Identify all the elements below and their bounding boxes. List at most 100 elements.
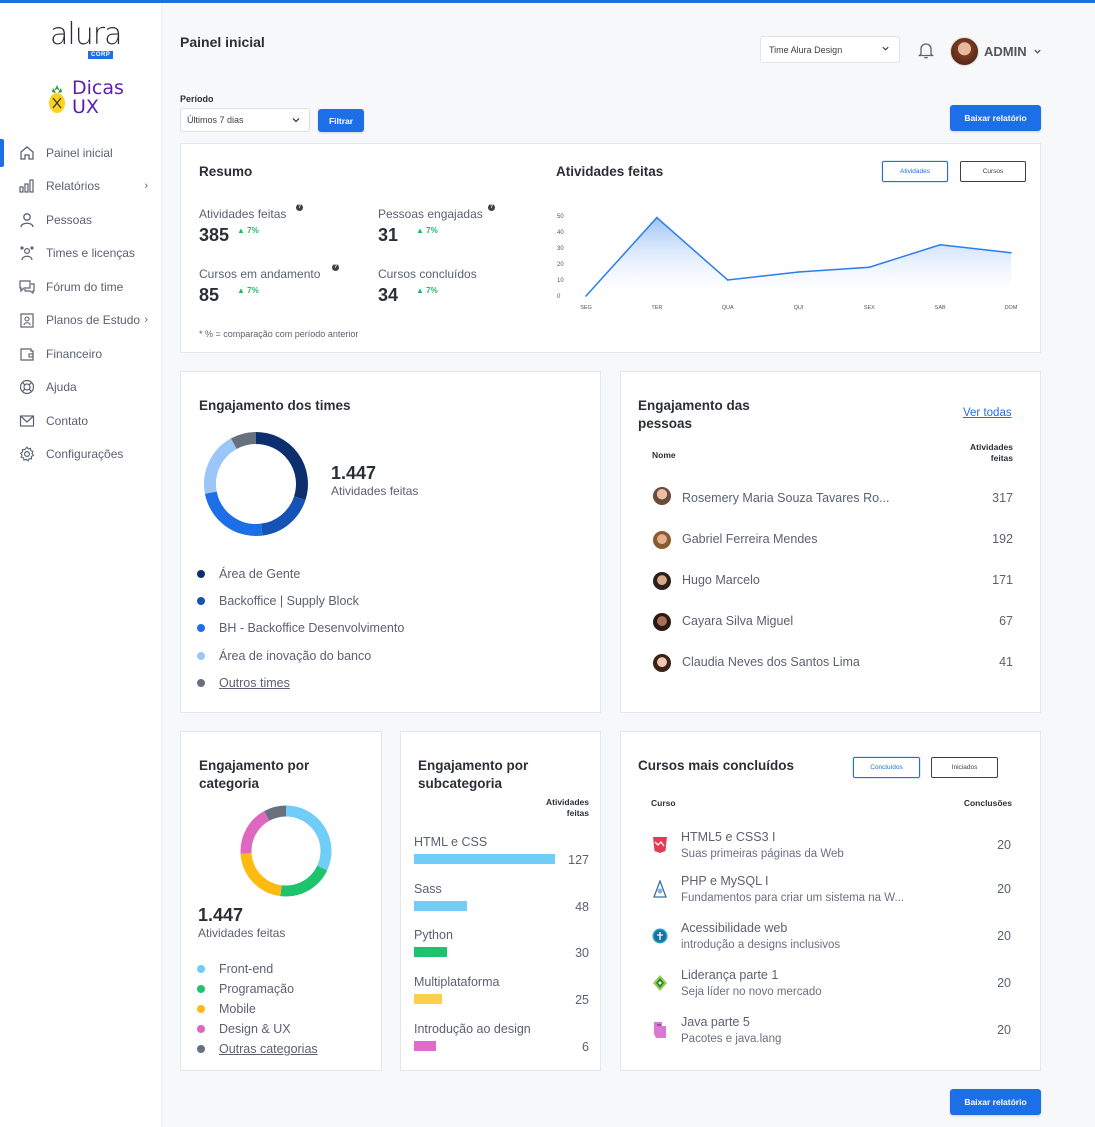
view-all-link[interactable]: Ver todas <box>963 407 1012 419</box>
home-icon <box>18 144 35 161</box>
sidebar-item-configuracoes[interactable]: Configurações <box>0 438 162 472</box>
course-title[interactable]: HTML5 e CSS3 I <box>681 830 776 844</box>
course-title[interactable]: PHP e MySQL I <box>681 874 769 888</box>
data-point <box>939 244 941 246</box>
legend-label: Programação <box>219 982 295 996</box>
course-title[interactable]: Liderança parte 1 <box>681 968 779 982</box>
sidebar-item-painel-inicial[interactable]: Painel inicial <box>0 136 162 170</box>
course-title[interactable]: Acessibilidade web <box>681 921 788 935</box>
bar-value: 48 <box>575 900 589 914</box>
legend-dot <box>197 985 205 993</box>
bar <box>414 901 468 911</box>
y-tick-label: 0 <box>557 294 561 300</box>
sidebar-item-label: Financeiro <box>46 346 103 361</box>
html-css-course-icon <box>653 837 667 853</box>
course-value: 20 <box>997 1023 1011 1037</box>
sidebar: alura CORP Dicas UX Painel inicial Relat… <box>0 3 162 1127</box>
toggle-completed[interactable]: Concluídos <box>853 757 920 778</box>
legend-dot <box>197 965 205 973</box>
person-name[interactable]: Cayara Silva Miguel <box>682 614 794 628</box>
donut-slice <box>255 432 308 501</box>
sidebar-nav: Painel inicial Relatórios › Pessoas Time… <box>0 136 162 471</box>
teams-total: 1.447 <box>331 463 377 483</box>
bell-icon[interactable] <box>918 41 934 59</box>
legend-item-link[interactable]: Outros times <box>197 676 290 690</box>
toggle-courses[interactable]: Cursos <box>960 161 1026 182</box>
legend-dot <box>197 624 205 632</box>
legend-item-link[interactable]: Outras categorias <box>197 1042 318 1056</box>
help-icon[interactable]: ? <box>488 204 495 211</box>
sidebar-item-label: Pessoas <box>46 212 93 227</box>
legend-item: Mobile <box>197 1002 256 1016</box>
sidebar-item-contato[interactable]: Contato <box>0 404 162 438</box>
download-report-bottom-button[interactable]: Baixar relatório <box>950 1089 1041 1115</box>
bar-value: 30 <box>575 946 589 960</box>
donut-slice <box>204 438 237 494</box>
donut-slice <box>280 865 328 897</box>
person-name[interactable]: Claudia Neves dos Santos Lima <box>682 655 860 669</box>
person-name[interactable]: Rosemery Maria Souza Tavares Ro... <box>682 491 890 505</box>
donut-slice <box>260 496 306 536</box>
legend-label[interactable]: Outras categorias <box>219 1042 318 1056</box>
y-tick-label: 20 <box>557 262 564 268</box>
team-icon <box>18 245 35 262</box>
legend-label: Mobile <box>219 1002 256 1016</box>
person-name[interactable]: Hugo Marcelo <box>682 573 760 587</box>
metric-label: Cursos concluídos <box>378 267 477 281</box>
avatar <box>653 572 671 590</box>
y-tick-label: 30 <box>557 246 564 252</box>
team-select[interactable]: Time Alura Design <box>760 36 900 63</box>
sidebar-item-planos[interactable]: Planos de Estudo › <box>0 304 162 338</box>
column-header-course: Curso <box>651 798 676 808</box>
alura-logo[interactable]: alura <box>50 17 122 52</box>
course-title[interactable]: Java parte 5 <box>681 1015 750 1029</box>
download-report-button[interactable]: Baixar relatório <box>950 105 1041 131</box>
metric-value: 31 <box>378 225 399 245</box>
period-select[interactable]: Últimos 7 dias <box>180 108 310 132</box>
sidebar-item-financeiro[interactable]: Financeiro <box>0 337 162 371</box>
avatar[interactable] <box>950 37 979 66</box>
toggle-started[interactable]: Iniciados <box>931 757 998 778</box>
activities-title: Atividades feitas <box>556 164 664 179</box>
donut-slice <box>285 805 332 871</box>
chevron-down-icon[interactable] <box>1033 47 1042 56</box>
sidebar-item-pessoas[interactable]: Pessoas <box>0 203 162 237</box>
bar-label: Multiplataforma <box>414 975 500 989</box>
user-name[interactable]: ADMIN <box>984 44 1027 59</box>
column-header-line: Atividades <box>970 442 1013 452</box>
filter-button[interactable]: Filtrar <box>318 109 364 132</box>
category-engagement-card: Engajamento por categoria 1.447 Atividad… <box>180 731 382 1071</box>
corp-badge: CORP <box>88 51 114 59</box>
metric-change-value: 7% <box>247 226 259 235</box>
person-value: 192 <box>992 532 1013 546</box>
sidebar-item-ajuda[interactable]: Ajuda <box>0 371 162 405</box>
help-icon[interactable]: ? <box>296 204 303 211</box>
legend-label[interactable]: Outros times <box>219 676 290 690</box>
bar <box>414 994 442 1004</box>
subcategory-title-line: Engajamento por <box>418 758 529 773</box>
toggle-activities[interactable]: Atividades <box>882 161 948 182</box>
sidebar-item-relatorios[interactable]: Relatórios › <box>0 170 162 204</box>
metric-value: 385 <box>199 225 230 245</box>
bar <box>414 1041 436 1051</box>
forum-icon <box>18 278 35 295</box>
person-name[interactable]: Gabriel Ferreira Mendes <box>682 532 818 546</box>
people-title: Engajamento das pessoas <box>638 397 750 433</box>
php-mysql-course-icon <box>653 880 667 898</box>
sidebar-item-label: Contato <box>46 413 89 428</box>
donut-slice <box>204 491 263 536</box>
lifebuoy-icon <box>18 379 35 396</box>
bar-label: Sass <box>414 882 442 896</box>
sidebar-item-label: Ajuda <box>46 380 77 395</box>
legend-dot <box>197 679 205 687</box>
y-tick-label: 10 <box>557 278 564 284</box>
sidebar-item-forum[interactable]: Fórum do time <box>0 270 162 304</box>
legend-dot <box>197 1005 205 1013</box>
bar-label: HTML e CSS <box>414 835 488 849</box>
help-icon[interactable]: ? <box>332 264 339 271</box>
column-header-line: feitas <box>566 808 589 818</box>
avatar <box>653 613 671 631</box>
bar-label: Introdução ao design <box>414 1022 531 1036</box>
subcategory-title-line: subcategoria <box>418 776 503 791</box>
sidebar-item-times[interactable]: Times e licenças <box>0 237 162 271</box>
